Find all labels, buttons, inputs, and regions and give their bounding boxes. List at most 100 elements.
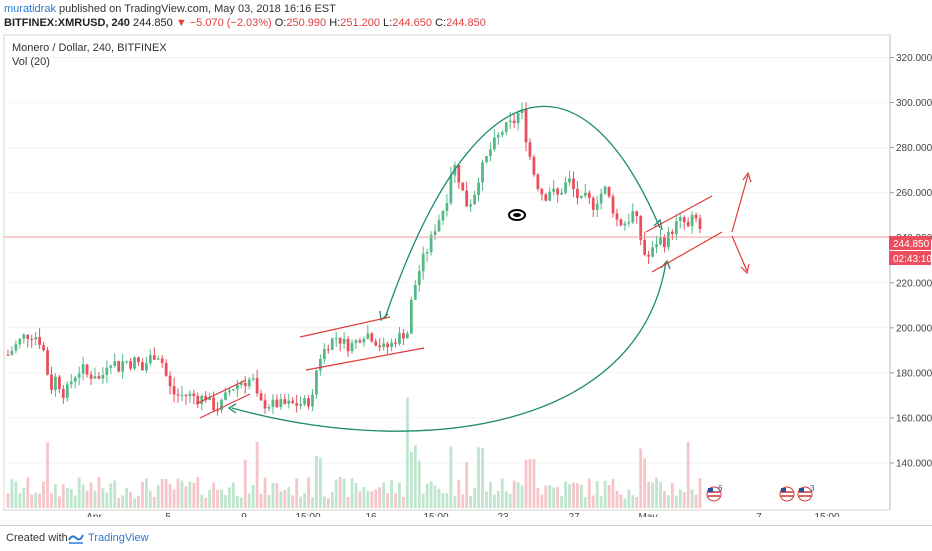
x-tick-label: 16 (365, 512, 377, 517)
volume-bar (682, 492, 686, 508)
x-tick-label: May (639, 512, 658, 517)
volume-bar (216, 489, 219, 508)
event-badge-count: 3 (810, 484, 815, 493)
candle-body (686, 222, 690, 227)
y-tick-label: 280.000 (896, 143, 932, 154)
volume-bar (34, 492, 38, 508)
candle-body (647, 254, 650, 257)
candle-body (659, 237, 662, 245)
volume-bar (212, 482, 215, 508)
candle-body (129, 361, 132, 369)
y-tick-label: 260.000 (896, 188, 932, 199)
volume-bar (465, 461, 469, 508)
candle-body (548, 191, 552, 201)
volume-bar (599, 496, 603, 508)
candle-body (117, 361, 121, 372)
candle-body (14, 344, 18, 351)
volume-bar (275, 483, 279, 508)
candle-body (133, 357, 136, 369)
chart-title: Monero / Dollar, 240, BITFINEX (12, 42, 167, 54)
candle-body (402, 333, 405, 339)
volume-bars (6, 397, 702, 508)
volume-bar (168, 483, 172, 508)
volume-bar (390, 479, 393, 508)
volume-bar (406, 397, 409, 508)
author-link[interactable]: muratidrak (4, 3, 56, 15)
candle-body (370, 333, 374, 342)
volume-bar (568, 484, 571, 508)
volume-bar (611, 478, 615, 508)
candle-body (583, 192, 587, 196)
x-tick-label: 5 (165, 512, 171, 517)
candle-body (504, 122, 508, 133)
volume-bar (22, 487, 26, 508)
channel-line (651, 231, 723, 273)
price-chart[interactable]: 140.000160.000180.000200.000220.000240.0… (0, 33, 932, 517)
candle-body (429, 234, 433, 253)
channel-line (645, 195, 713, 233)
candle-body (10, 350, 14, 355)
volume-bar (362, 486, 366, 508)
candle-body (635, 211, 639, 217)
volume-bar (164, 478, 168, 508)
volume-bar (445, 493, 449, 508)
volume-bar (524, 459, 528, 508)
scribble-mark (508, 209, 526, 221)
candle-body (417, 271, 421, 285)
candle-body (493, 137, 496, 150)
candle-body (338, 337, 342, 344)
low-key: L: (383, 17, 393, 29)
volume-bar (627, 489, 631, 508)
volume-bar (481, 448, 484, 508)
symbol-ohlc-line: BITFINEX:XMRUSD, 240 244.850 ▼ −5.070 (−… (4, 17, 486, 29)
arrowhead (227, 403, 237, 414)
volume-bar (398, 482, 401, 508)
candle-body (682, 217, 686, 223)
volume-indicator-label[interactable]: Vol (20) (12, 56, 50, 68)
candle-body (524, 109, 528, 143)
y-tick-label: 300.000 (896, 98, 932, 109)
candle-body (674, 221, 678, 235)
volume-bar (643, 458, 647, 508)
candle-body (611, 196, 615, 214)
candle-body (85, 364, 89, 375)
candle-body (42, 344, 45, 351)
change-label: ▼ −5.070 (−2.03%) (175, 17, 272, 29)
volume-bar (156, 485, 160, 508)
candle-body (307, 398, 310, 407)
event-markers[interactable]: 6 3 (706, 484, 815, 502)
x-tick-label: 15:00 (423, 512, 448, 517)
volume-bar (603, 480, 607, 508)
candle-body (560, 192, 563, 195)
volume-bar (303, 493, 306, 508)
volume-bar (374, 489, 378, 508)
channel-line (199, 393, 251, 419)
breakdown-arrow (731, 235, 748, 272)
close-key: C: (435, 17, 447, 29)
channel-line (299, 316, 391, 338)
candle-body (283, 399, 287, 404)
y-tick-label: 220.000 (896, 278, 932, 289)
candle-body (576, 188, 579, 198)
created-with-label: Created with (6, 532, 68, 544)
open-key: O: (274, 17, 287, 29)
annotations (195, 105, 752, 432)
volume-bar (330, 491, 334, 508)
volume-bar (232, 482, 235, 508)
candle-body (354, 340, 358, 343)
candle-body (623, 223, 627, 226)
footer-bar: Created with TradingView (0, 525, 932, 551)
volume-bar (247, 493, 251, 508)
volume-bar (370, 491, 374, 508)
candle-body (449, 175, 453, 204)
candle-body (322, 349, 326, 359)
volume-bar (504, 491, 508, 508)
candle-body (655, 244, 658, 248)
volume-bar (663, 491, 666, 508)
candle-body (536, 174, 540, 189)
breakout-up-arrow (731, 174, 749, 233)
tradingview-link[interactable]: TradingView (88, 532, 149, 544)
candle-body (97, 376, 101, 379)
volume-bar (623, 498, 627, 508)
volume-bar (342, 478, 346, 508)
